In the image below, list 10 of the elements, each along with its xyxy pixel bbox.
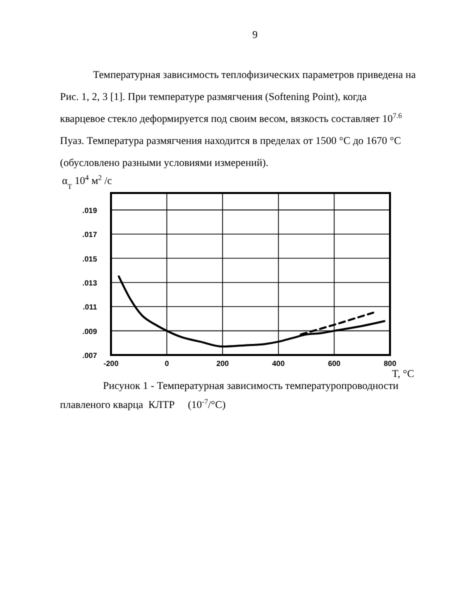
text: плавленого кварца КЛТР (10$^{-7}$/°C) bbox=[60, 396, 226, 411]
text: (обусловлено разными условиями измерений). bbox=[60, 158, 268, 169]
text: Рис. 1, 2, 3 [1]. При температуре размягчения (Softening Point), когда bbox=[60, 92, 368, 103]
text: Температурная зависимость теплофизических параметров приведена на bbox=[93, 70, 416, 81]
text: Пуаз. Температура размягчения находится в пределах от 1500 °C до 1670 °C bbox=[60, 136, 401, 147]
text: 9 bbox=[252, 30, 258, 41]
text: Рисунок 1 - Температурная зависимость температуропроводности bbox=[103, 381, 399, 392]
x-axis-title: T, °C bbox=[392, 369, 414, 380]
text: кварцевое стекло деформируется под своим весом, вязкость составляет 10$^{7.6}$ bbox=[60, 110, 402, 125]
y-axis-title: α$_{T}$ 10$^{4}$ м$^{2}$ /с bbox=[62, 172, 112, 190]
